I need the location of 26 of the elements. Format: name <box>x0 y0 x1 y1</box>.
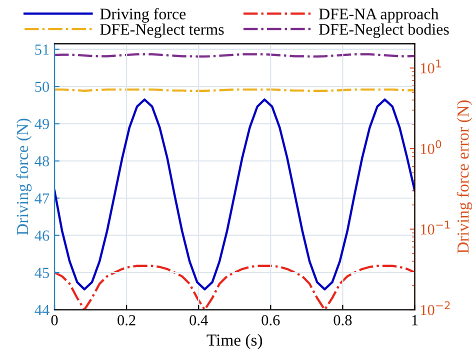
y2-tick-label: 10$^{−1}$ <box>420 220 450 235</box>
y-axis-title: Driving force (N) <box>16 118 32 236</box>
x-tick-label: 0.8 <box>334 315 352 326</box>
x-tick-label: 1 <box>412 315 418 326</box>
y-tick-label: 45 <box>34 268 50 278</box>
x-tick-label: 0.4 <box>190 315 208 326</box>
y-tick-label: 46 <box>34 230 50 241</box>
legend-label: DFE-NA approach <box>319 8 439 23</box>
x-tick-label: 0 <box>51 315 58 326</box>
y2-axis-title: Driving force error (N) <box>456 100 472 254</box>
y-tick-label: 49 <box>34 118 50 130</box>
x-axis-title: Time (s) <box>206 334 262 350</box>
x-tick-label: 0.2 <box>118 315 136 326</box>
x-tick-label: 0.6 <box>262 315 280 326</box>
legend-label: DFE-Neglect bodies <box>319 24 449 38</box>
y2-tick-label: 10$^{0}$ <box>420 140 442 154</box>
y2-tick-label: 10$^{1}$ <box>420 60 441 74</box>
y2-tick-label: 10$^{−2}$ <box>420 301 450 316</box>
y-tick-label: 50 <box>35 82 50 92</box>
legend-label: Driving force <box>100 8 186 23</box>
y-tick-label: 51 <box>35 44 49 55</box>
y-tick-label: 47 <box>34 193 50 204</box>
line-series <box>54 98 415 290</box>
y-tick-label: 44 <box>34 304 50 316</box>
legend-label: DFE-Neglect terms <box>100 24 224 38</box>
y-tick-label: 48 <box>34 156 50 166</box>
